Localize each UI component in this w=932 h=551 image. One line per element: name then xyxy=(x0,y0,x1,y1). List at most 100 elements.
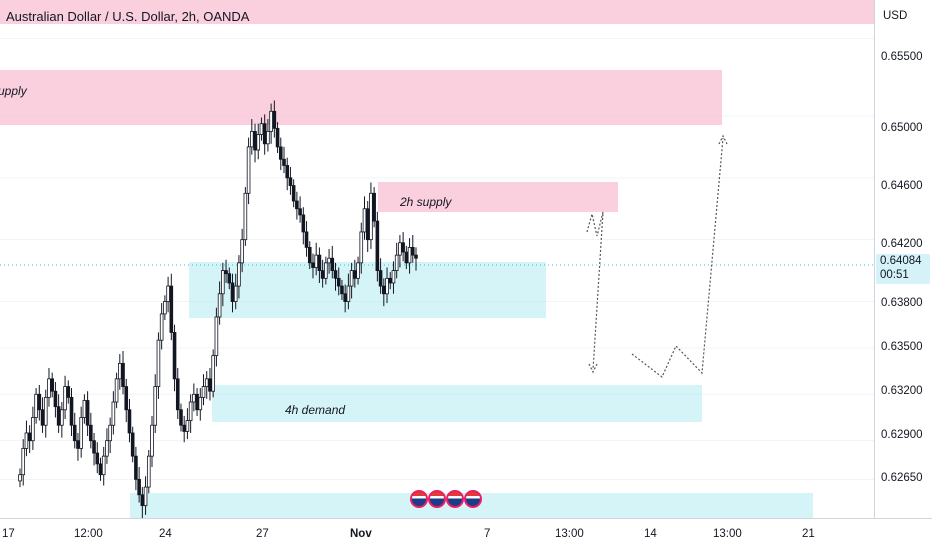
candle-body xyxy=(253,131,257,151)
projection-path xyxy=(586,134,728,378)
candle-body xyxy=(404,251,409,264)
demand-zone-4h-label: 4h demand xyxy=(285,403,345,417)
candle-body xyxy=(414,254,418,259)
candle-body xyxy=(240,239,244,264)
candle-body xyxy=(24,432,29,449)
candle-body xyxy=(108,424,112,442)
candle-body xyxy=(227,273,232,284)
price-tick: 0.65000 xyxy=(881,122,923,134)
price-tick: 0.64600 xyxy=(881,180,923,192)
candle-body xyxy=(407,247,412,264)
candle-body xyxy=(340,285,344,295)
candle-body xyxy=(311,262,315,268)
candle-body xyxy=(320,270,325,279)
projection-arrow-right xyxy=(718,134,728,145)
candle-body xyxy=(233,285,238,302)
candle-body xyxy=(89,424,93,442)
candle-body xyxy=(401,242,405,253)
candle-body xyxy=(85,400,90,426)
time-tick: 21 xyxy=(802,528,815,540)
candle-body xyxy=(282,158,286,166)
time-tick: 13:00 xyxy=(555,528,584,540)
candle-body xyxy=(66,386,71,398)
candle-body xyxy=(63,386,67,411)
candle-body xyxy=(95,452,100,465)
us-flag-icon[interactable] xyxy=(464,490,482,508)
candle-body xyxy=(410,247,415,256)
candle-body xyxy=(214,316,219,357)
zones-layer: upply 2h supply 4h demand xyxy=(0,0,874,518)
time-tick: 14 xyxy=(644,528,657,540)
time-tick: 12:00 xyxy=(74,528,103,540)
candle-body xyxy=(56,406,61,426)
candle-body xyxy=(333,270,338,279)
candle-body xyxy=(359,231,364,264)
candle-body xyxy=(266,131,270,145)
candle-body xyxy=(118,362,122,380)
candle-body xyxy=(182,424,186,432)
price-tick: 0.63800 xyxy=(881,297,923,309)
candle-body xyxy=(391,270,396,284)
candle-body xyxy=(224,270,228,275)
candle-body xyxy=(159,313,164,341)
candle-body xyxy=(269,110,273,132)
candle-body xyxy=(53,390,58,408)
price-chart[interactable]: upply 2h supply 4h demand xyxy=(0,0,874,518)
candle-body xyxy=(394,254,399,271)
candle-body xyxy=(76,440,80,449)
candle-body xyxy=(101,455,106,476)
candle-body xyxy=(217,293,222,318)
time-axis[interactable]: 17 12:00 24 27 Nov 7 13:00 14 13:00 21 xyxy=(0,518,932,551)
candle-body xyxy=(179,409,183,426)
candle-body xyxy=(298,208,302,216)
candle-body xyxy=(143,486,148,507)
supply-zone-upper xyxy=(0,70,722,125)
candle-body xyxy=(201,386,206,398)
demand-zone-4h xyxy=(212,385,702,422)
candle-body xyxy=(153,386,158,426)
supply-zone-upper-label: upply xyxy=(0,84,28,98)
candle-body xyxy=(278,146,283,160)
candle-body xyxy=(114,378,119,403)
candle-body xyxy=(185,420,190,432)
candle-body xyxy=(137,478,141,496)
candle-body xyxy=(195,393,199,411)
supply-zone-top-band xyxy=(0,0,874,24)
bar-countdown: 00:51 xyxy=(880,269,909,281)
candle-body xyxy=(256,134,261,151)
candle-body xyxy=(275,127,280,148)
price-tick: 0.63500 xyxy=(881,341,923,353)
last-price-value: 0.64084 xyxy=(880,255,922,267)
candle-body xyxy=(259,123,264,135)
candle-body xyxy=(365,208,370,241)
candle-body xyxy=(18,474,22,482)
candle-body xyxy=(34,393,38,418)
candle-body xyxy=(121,362,125,387)
time-tick: 24 xyxy=(159,528,172,540)
candle-body xyxy=(243,192,248,241)
candle-body xyxy=(175,378,180,411)
candle-body xyxy=(192,393,196,403)
au-flag-icon[interactable] xyxy=(446,490,464,508)
candle-body xyxy=(288,177,293,186)
us-flag-icon[interactable] xyxy=(410,490,428,508)
time-tick: 7 xyxy=(484,528,491,540)
candle-body xyxy=(47,378,51,398)
time-tick: 13:00 xyxy=(713,528,742,540)
candle-body xyxy=(163,301,167,315)
candle-body xyxy=(369,192,373,241)
candle-body xyxy=(291,185,296,202)
candle-body xyxy=(314,254,318,268)
candle-body xyxy=(317,254,322,271)
candle-body xyxy=(169,285,174,333)
candles-layer xyxy=(18,100,418,518)
time-tick: 27 xyxy=(256,528,269,540)
time-tick: 17 xyxy=(2,528,15,540)
chart-title: Australian Dollar / U.S. Dollar, 2h, OAN… xyxy=(6,9,250,24)
candle-body xyxy=(60,409,64,426)
chart-area[interactable]: upply 2h supply 4h demand Australian Dol… xyxy=(0,0,874,518)
candle-body xyxy=(130,432,135,457)
candle-body xyxy=(250,131,254,148)
candle-body xyxy=(31,417,35,442)
eu-flag-icon[interactable] xyxy=(428,490,446,508)
